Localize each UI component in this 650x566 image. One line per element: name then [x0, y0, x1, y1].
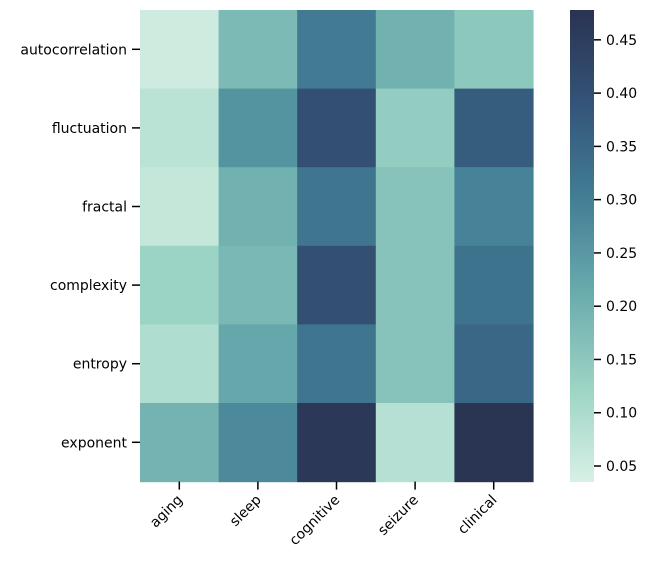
colorbar-tick-label: 0.05: [606, 459, 637, 475]
heatmap-cell: [375, 324, 455, 404]
x-tick-label: aging: [147, 492, 186, 531]
heatmap-cell: [218, 324, 298, 404]
heatmap-cell: [454, 167, 534, 247]
heatmap-cell: [140, 245, 220, 325]
y-tick-label: autocorrelation: [20, 42, 127, 58]
colorbar-tick-label: 0.25: [606, 246, 637, 262]
colorbar-tick-label: 0.40: [606, 86, 637, 102]
heatmap-cell: [375, 403, 455, 483]
colorbar-tick-label: 0.20: [606, 299, 637, 315]
heatmap-cell: [140, 324, 220, 404]
heatmap-cell: [375, 245, 455, 325]
colorbar-tick-label: 0.15: [606, 352, 637, 368]
heatmap-cells: [140, 10, 534, 483]
heatmap-cell: [218, 245, 298, 325]
heatmap-cell: [297, 10, 377, 90]
y-tick-label: entropy: [73, 357, 127, 373]
x-axis: aging sleep cognitive seizure clinical: [147, 481, 501, 549]
x-tick-label: sleep: [227, 492, 265, 530]
heatmap-cell: [297, 403, 377, 483]
heatmap-cell: [140, 88, 220, 168]
y-tick-label: fluctuation: [52, 121, 127, 137]
colorbar-gradient: [570, 10, 594, 482]
heatmap-cell: [297, 88, 377, 168]
y-tick-label: complexity: [50, 278, 127, 294]
heatmap-cell: [454, 324, 534, 404]
heatmap-cell: [218, 403, 298, 483]
heatmap-cell: [297, 167, 377, 247]
colorbar-tick-label: 0.10: [606, 406, 637, 422]
heatmap-cell: [218, 10, 298, 90]
heatmap-cell: [375, 10, 455, 90]
heatmap-cell: [297, 324, 377, 404]
y-tick-label: fractal: [82, 200, 127, 216]
x-tick-label: clinical: [455, 492, 501, 538]
heatmap-cell: [218, 88, 298, 168]
colorbar: 0.05 0.10 0.15 0.20 0.25 0.30 0.35 0.40 0.45: [570, 10, 637, 482]
x-tick-label: seizure: [375, 492, 422, 539]
heatmap-cell: [454, 403, 534, 483]
heatmap-cell: [454, 10, 534, 90]
heatmap-cell: [297, 245, 377, 325]
y-axis: autocorrelation fluctuation fractal complex…: [20, 42, 140, 451]
heatmap-cell: [218, 167, 298, 247]
heatmap-cell: [454, 88, 534, 168]
heatmap-cell: [375, 167, 455, 247]
heatmap-cell: [140, 167, 220, 247]
colorbar-tick-label: 0.35: [606, 139, 637, 155]
heatmap-cell: [375, 88, 455, 168]
heatmap-cell: [454, 245, 534, 325]
colorbar-tick-label: 0.30: [606, 193, 637, 209]
colorbar-tick-label: 0.45: [606, 33, 637, 49]
x-tick-label: cognitive: [287, 492, 344, 549]
y-tick-label: exponent: [61, 435, 127, 451]
heatmap-cell: [140, 10, 220, 90]
heatmap-cell: [140, 403, 220, 483]
